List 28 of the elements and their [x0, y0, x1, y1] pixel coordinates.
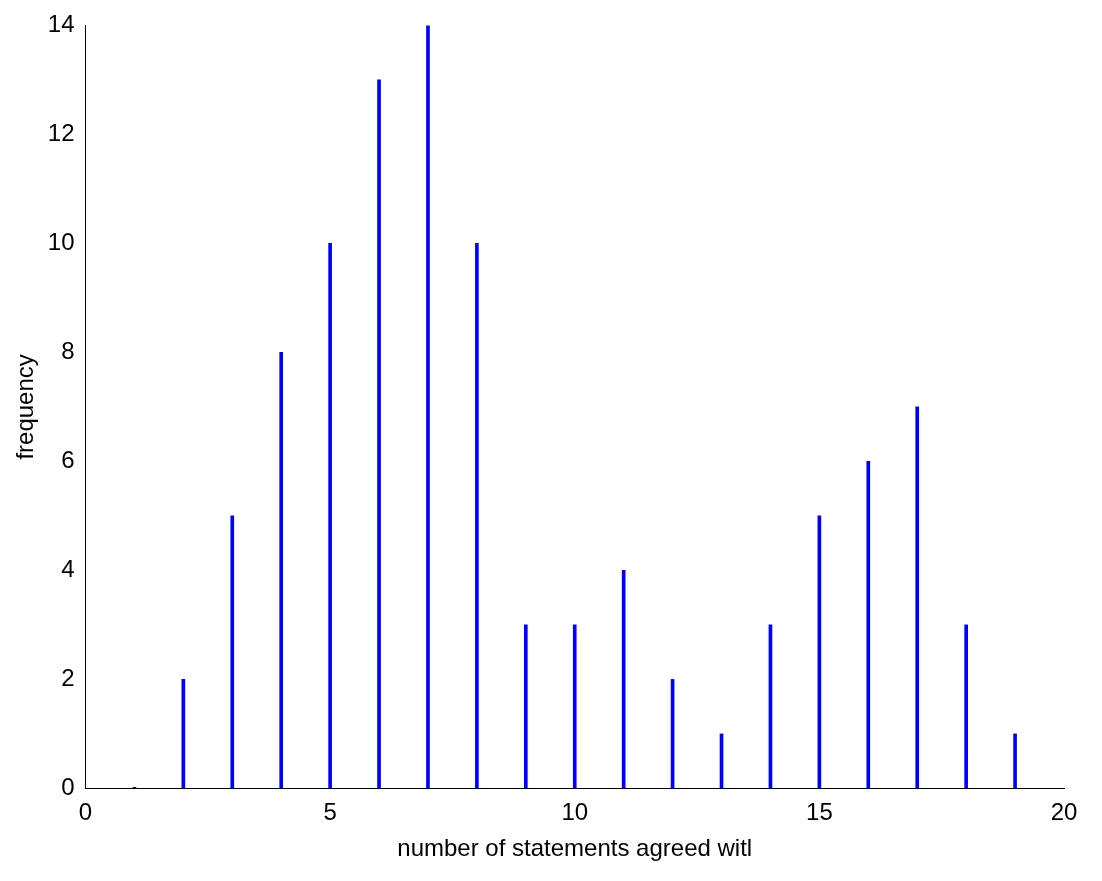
x-tick-label: 5: [323, 798, 337, 826]
bar: [475, 243, 479, 789]
bar: [279, 352, 284, 789]
x-tick-label: 10: [561, 798, 589, 826]
y-tick-label: 0: [61, 773, 75, 801]
bar: [523, 624, 528, 789]
y-tick-label: 4: [61, 555, 75, 583]
bar: [230, 515, 235, 789]
y-tick-label: 14: [47, 10, 75, 38]
x-tick-label: 0: [78, 798, 93, 826]
bar: [621, 570, 626, 789]
x-tick-label: 15: [806, 798, 833, 826]
bar: [328, 243, 332, 789]
y-tick-label: 6: [61, 446, 75, 474]
y-tick-label: 8: [61, 337, 75, 365]
bar: [377, 79, 381, 789]
bar: [915, 406, 920, 789]
y-tick-label: 12: [47, 119, 75, 147]
y-axis-title: frequency: [11, 354, 39, 460]
bar: [964, 624, 968, 789]
y-tick-label: 10: [47, 228, 75, 256]
x-axis-title: number of statements agreed witl: [397, 834, 753, 862]
bar: [866, 461, 871, 789]
y-tick-label: 2: [61, 664, 75, 692]
bar: [1013, 733, 1017, 789]
x-tick-label: 20: [1050, 798, 1078, 826]
bar: [572, 624, 577, 789]
bar: [426, 25, 430, 789]
